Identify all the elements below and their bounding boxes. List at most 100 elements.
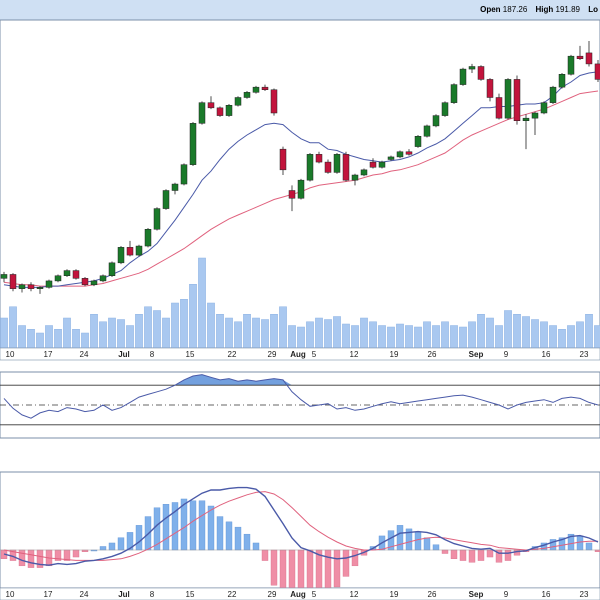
oscillator-panel bbox=[0, 371, 600, 439]
volume-bar bbox=[495, 325, 503, 349]
high-value: 191.89 bbox=[555, 5, 580, 14]
candle-body bbox=[189, 123, 197, 165]
macd-histogram-bar bbox=[423, 537, 431, 551]
candle-body bbox=[243, 92, 251, 98]
open-label: Open bbox=[480, 5, 501, 14]
volume-bar bbox=[135, 314, 143, 349]
macd-histogram-bar bbox=[585, 542, 593, 551]
candle-body bbox=[117, 247, 125, 264]
macd-x-tick-label: Jul bbox=[118, 590, 130, 599]
macd-line bbox=[3, 486, 599, 566]
volume-bar bbox=[315, 317, 323, 349]
volume-bar bbox=[99, 321, 107, 349]
oscillator-line bbox=[3, 374, 599, 419]
macd-x-tick-label: 19 bbox=[390, 590, 399, 599]
macd-histogram-bar bbox=[270, 549, 278, 586]
macd-histogram-bar bbox=[207, 505, 215, 551]
price-x-axis: 10 17 24 Jul 8 15 22 29 Aug 5 12 19 26 Sep 9 16 23 bbox=[0, 347, 600, 361]
volume-bar bbox=[576, 321, 584, 349]
price-x-tick-label: 22 bbox=[228, 350, 237, 359]
volume-bar bbox=[162, 317, 170, 349]
volume-bar bbox=[333, 316, 341, 349]
candle-body bbox=[99, 275, 107, 282]
macd-histogram-bar bbox=[414, 532, 422, 551]
candle-body bbox=[288, 190, 296, 199]
macd-histogram-bar bbox=[477, 549, 485, 561]
volume-bar bbox=[360, 317, 368, 349]
candle-body bbox=[252, 86, 260, 93]
volume-bar bbox=[180, 299, 188, 349]
candle-body bbox=[63, 270, 71, 277]
volume-bar bbox=[459, 326, 467, 349]
price-x-tick-label: Sep bbox=[469, 350, 484, 359]
volume-bar bbox=[198, 257, 206, 349]
high-label: High bbox=[535, 5, 554, 14]
candle-body bbox=[297, 179, 305, 199]
price-x-tick-label: 16 bbox=[542, 350, 551, 359]
volume-bar bbox=[81, 332, 89, 349]
macd-panel bbox=[0, 471, 600, 600]
candle-body bbox=[495, 97, 503, 119]
volume-bar bbox=[36, 332, 44, 349]
candle-body bbox=[432, 115, 440, 127]
macd-histogram-bar bbox=[261, 549, 269, 561]
macd-histogram-bar bbox=[189, 500, 197, 551]
price-x-tick-label: 10 bbox=[6, 350, 15, 359]
macd-histogram-bar bbox=[72, 549, 80, 558]
volume-bar bbox=[252, 317, 260, 349]
candle-body bbox=[171, 183, 179, 191]
macd-x-tick-label: 9 bbox=[504, 590, 509, 599]
macd-histogram-bar bbox=[351, 549, 359, 567]
volume-bar bbox=[72, 329, 80, 349]
volume-bar bbox=[54, 329, 62, 349]
volume-bar bbox=[585, 314, 593, 349]
macd-histogram-bar bbox=[198, 500, 206, 551]
candle-body bbox=[315, 154, 323, 163]
candle-body bbox=[477, 66, 485, 80]
volume-bar bbox=[45, 325, 53, 349]
price-x-tick-label: 19 bbox=[390, 350, 399, 359]
candle-body bbox=[90, 280, 98, 286]
candle-body bbox=[549, 86, 557, 103]
volume-bar bbox=[342, 323, 350, 349]
volume-bar bbox=[279, 306, 287, 349]
macd-histogram-bar bbox=[396, 525, 404, 551]
candle-body bbox=[126, 247, 134, 256]
volume-bar bbox=[153, 310, 161, 349]
candle-body bbox=[9, 274, 17, 289]
volume-bar bbox=[549, 325, 557, 349]
macd-histogram-bar bbox=[234, 526, 242, 551]
macd-x-tick-label: 22 bbox=[228, 590, 237, 599]
macd-x-tick-label: 29 bbox=[268, 590, 277, 599]
volume-bar bbox=[378, 325, 386, 349]
macd-histogram-bar bbox=[117, 537, 125, 551]
candle-body bbox=[378, 161, 386, 168]
volume-bar bbox=[306, 321, 314, 349]
volume-bar bbox=[0, 317, 8, 349]
candle-body bbox=[405, 151, 413, 155]
candle-body bbox=[45, 280, 53, 288]
volume-bar bbox=[270, 314, 278, 349]
candle-body bbox=[540, 102, 548, 114]
volume-bar bbox=[117, 319, 125, 349]
price-x-tick-label: 29 bbox=[268, 350, 277, 359]
candle-body bbox=[198, 102, 206, 124]
macd-histogram-bar bbox=[342, 549, 350, 577]
candle-body bbox=[135, 245, 143, 256]
candle-body bbox=[369, 161, 377, 168]
volume-bar bbox=[387, 326, 395, 349]
volume-bar bbox=[216, 314, 224, 349]
low-label: Lo bbox=[588, 5, 598, 14]
volume-bar bbox=[558, 329, 566, 349]
volume-bar bbox=[27, 329, 35, 349]
volume-bar bbox=[297, 326, 305, 349]
price-x-tick-label: Jul bbox=[118, 350, 130, 359]
macd-histogram-bar bbox=[135, 525, 143, 551]
macd-histogram-bar bbox=[450, 549, 458, 560]
volume-bar bbox=[63, 317, 71, 349]
macd-histogram-bar bbox=[432, 544, 440, 551]
candle-body bbox=[207, 102, 215, 109]
macd-histogram-bar bbox=[27, 549, 35, 568]
price-x-tick-label: 17 bbox=[44, 350, 53, 359]
